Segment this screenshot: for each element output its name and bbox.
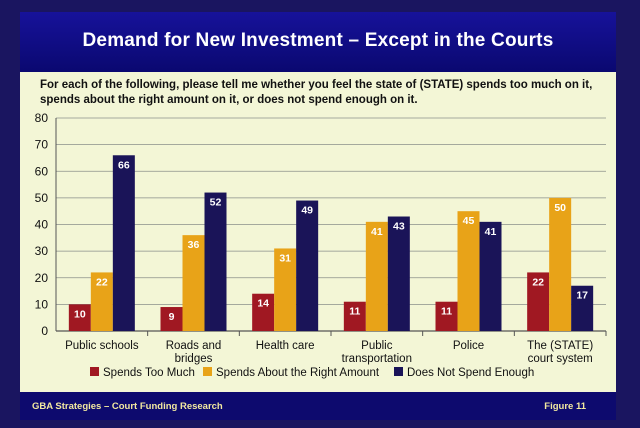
- y-tick-label: 70: [35, 138, 49, 152]
- bar: [479, 221, 502, 331]
- data-label: 43: [393, 221, 405, 233]
- bar: [571, 285, 594, 331]
- legend-swatch: [394, 367, 403, 376]
- data-label: 22: [532, 276, 544, 288]
- data-label: 22: [96, 276, 108, 288]
- data-label: 50: [554, 202, 566, 214]
- category-label: court system: [528, 353, 593, 365]
- data-label: 49: [301, 205, 313, 217]
- bar: [457, 211, 480, 331]
- bar: [182, 235, 205, 331]
- data-label: 11: [349, 306, 360, 318]
- bar-chart: 0 10 20 30 40 50 60 70 80 10 22 66 Public schools 9 36…: [35, 111, 607, 379]
- bar: [387, 216, 410, 331]
- data-label: 45: [463, 215, 475, 227]
- bar: [296, 200, 319, 331]
- bar: [549, 197, 572, 331]
- y-tick-label: 80: [35, 111, 49, 125]
- bar: [204, 192, 227, 331]
- data-label: 17: [576, 290, 588, 302]
- y-tick-label: 40: [35, 218, 49, 232]
- data-label: 41: [485, 226, 497, 238]
- bar: [365, 221, 388, 331]
- category-label: Public schools: [65, 340, 139, 352]
- category-label: Roads and: [166, 340, 222, 352]
- data-label: 11: [441, 306, 452, 318]
- category-label: Health care: [256, 340, 315, 352]
- category-label: bridges: [175, 353, 213, 365]
- data-label: 14: [257, 298, 269, 310]
- category-label: Public: [361, 340, 393, 352]
- bar: [68, 304, 91, 331]
- category-label: transportation: [342, 353, 412, 365]
- data-label: 10: [74, 308, 86, 320]
- title-bar: Demand for New Investment – Except in th…: [20, 12, 616, 72]
- category-label: The (STATE): [527, 340, 593, 352]
- bar: [435, 301, 458, 331]
- data-label: 41: [371, 226, 383, 238]
- survey-question: For each of the following, please tell m…: [40, 79, 593, 106]
- slide: Demand for New Investment – Except in th…: [20, 12, 616, 420]
- category-label: Police: [453, 340, 484, 352]
- y-tick-label: 30: [35, 244, 49, 258]
- slide-title: Demand for New Investment – Except in th…: [82, 30, 554, 51]
- footer-source: GBA Strategies – Court Funding Research: [32, 401, 223, 412]
- bar: [343, 301, 366, 331]
- bar: [274, 248, 297, 331]
- legend-swatch: [203, 367, 212, 376]
- data-label: 31: [279, 252, 291, 264]
- legend-label: Spends Too Much: [103, 367, 195, 379]
- data-label: 52: [210, 197, 222, 209]
- bar: [160, 307, 183, 331]
- data-label: 66: [118, 159, 130, 171]
- y-tick-label: 50: [35, 191, 49, 205]
- bar: [112, 155, 135, 331]
- y-tick-label: 10: [35, 297, 49, 311]
- bar: [90, 272, 113, 331]
- data-label: 36: [188, 239, 200, 251]
- legend-label: Does Not Spend Enough: [407, 367, 534, 379]
- y-tick-label: 20: [35, 271, 49, 285]
- legend-label: Spends About the Right Amount: [216, 367, 380, 379]
- bar: [252, 293, 275, 331]
- y-tick-label: 0: [41, 324, 48, 338]
- bar: [527, 272, 550, 331]
- legend-swatch: [90, 367, 99, 376]
- footer-bar: GBA Strategies – Court Funding Research …: [20, 392, 616, 420]
- data-label: 9: [169, 311, 175, 323]
- y-tick-label: 60: [35, 164, 49, 178]
- figure-number: Figure 11: [544, 401, 586, 412]
